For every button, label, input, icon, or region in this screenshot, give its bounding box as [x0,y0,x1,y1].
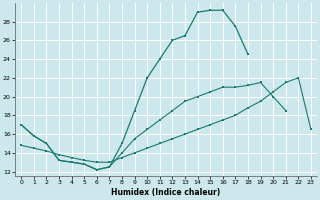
X-axis label: Humidex (Indice chaleur): Humidex (Indice chaleur) [111,188,221,197]
